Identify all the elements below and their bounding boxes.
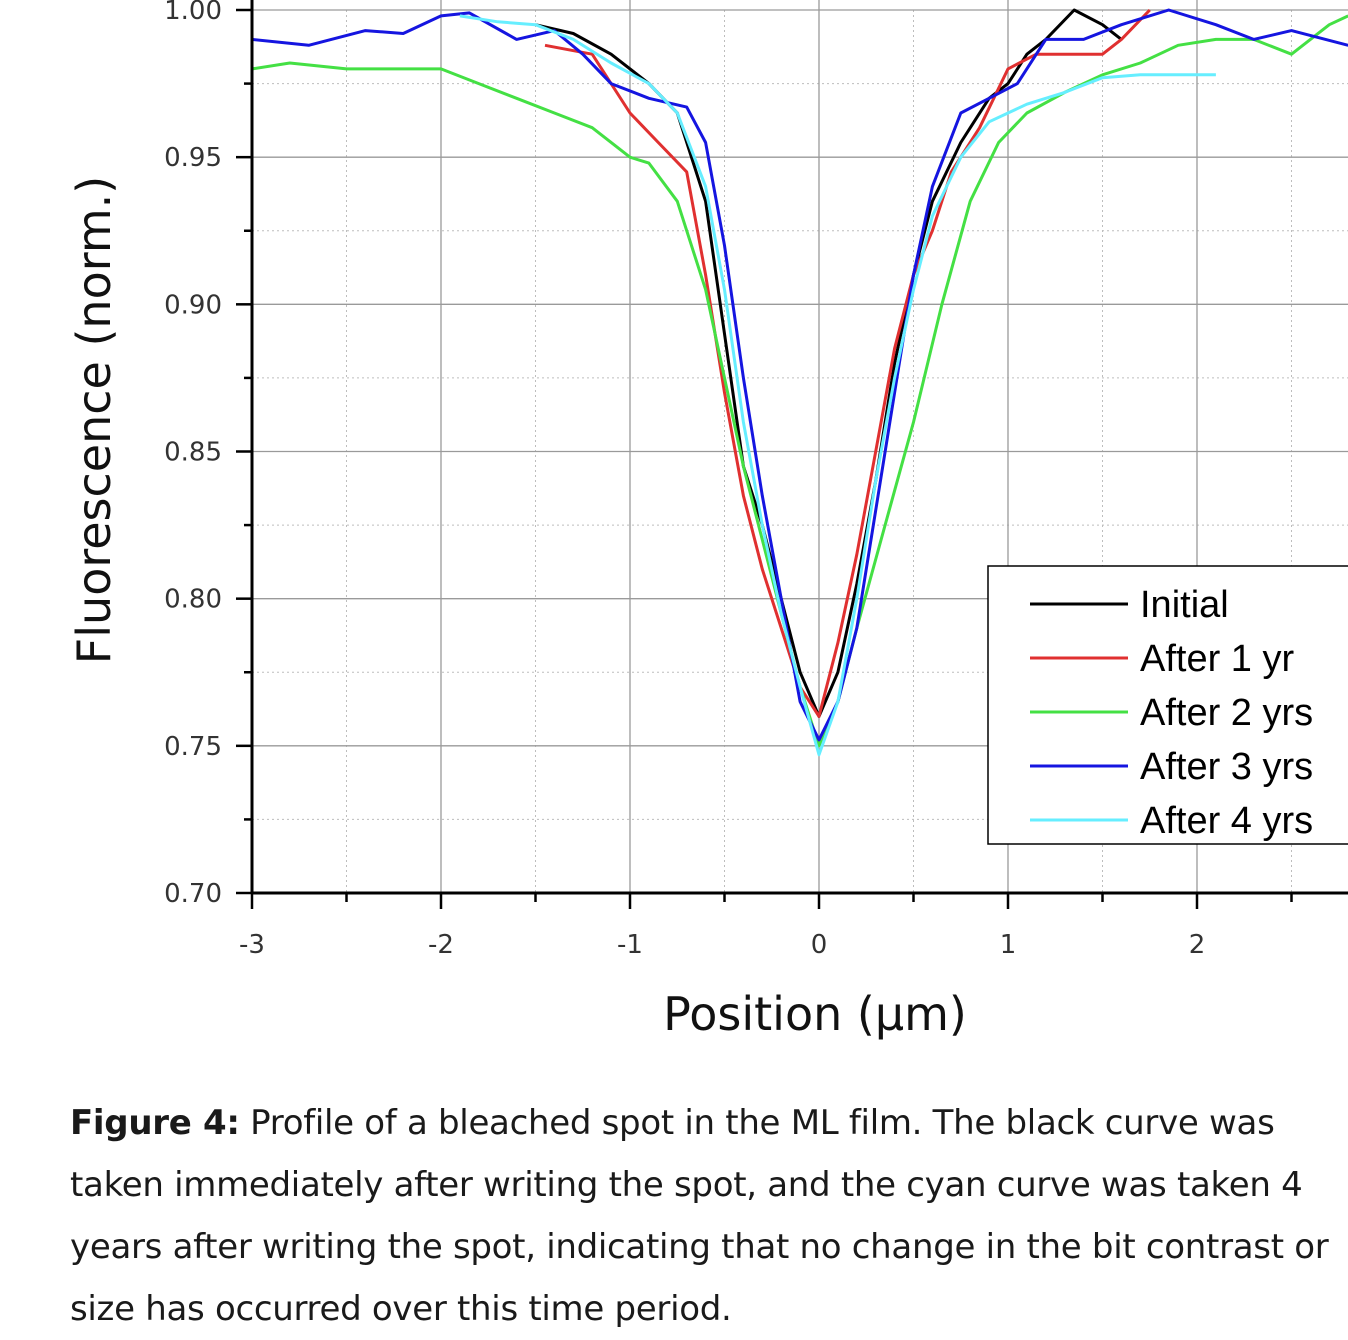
x-axis-title: Position (µm) bbox=[663, 987, 967, 1041]
y-tick-label: 0.90 bbox=[164, 290, 222, 320]
x-tick-label: 1 bbox=[1000, 930, 1017, 960]
figure-caption: Figure 4: Profile of a bleached spot in … bbox=[70, 1092, 1342, 1340]
x-tick-label: -3 bbox=[239, 930, 265, 960]
caption-lead: Figure 4: bbox=[70, 1103, 240, 1143]
legend-label-2: After 2 yrs bbox=[1140, 692, 1313, 734]
axes-layer: 0.70 0.75 0.80 0.85 0.90 0.95 1.00 -3 -2 -1 0 1 2 bbox=[164, 0, 1348, 960]
legend-label-0: Initial bbox=[1140, 584, 1229, 626]
x-tick-label: -1 bbox=[617, 930, 643, 960]
y-tick-label: 1.00 bbox=[164, 0, 222, 26]
series-layer bbox=[251, 8, 1348, 757]
y-tick-label: 0.80 bbox=[164, 585, 222, 615]
x-tick-label: 0 bbox=[811, 930, 828, 960]
x-tick-label: -2 bbox=[428, 930, 454, 960]
legend-label-3: After 3 yrs bbox=[1140, 746, 1313, 788]
y-tick-label: 0.75 bbox=[164, 732, 222, 762]
y-tick-label: 0.95 bbox=[164, 143, 222, 173]
caption-text: Profile of a bleached spot in the ML fil… bbox=[70, 1103, 1329, 1329]
fluorescence-chart: 0.70 0.75 0.80 0.85 0.90 0.95 1.00 -3 -2 -1 0 1 2 Fl… bbox=[67, 0, 1348, 1041]
legend: Initial After 1 yr After 2 yrs After 3 yrs A… bbox=[987, 565, 1348, 845]
y-axis-title: Fluorescence (norm.) bbox=[67, 176, 121, 664]
legend-box bbox=[987, 565, 1348, 845]
y-tick-label: 0.70 bbox=[164, 879, 222, 909]
legend-label-4: After 4 yrs bbox=[1140, 800, 1313, 842]
major-grid bbox=[252, 0, 1348, 894]
series-line-4 bbox=[459, 14, 1216, 757]
x-tick-label: 2 bbox=[1189, 930, 1206, 960]
y-tick-label: 0.85 bbox=[164, 438, 222, 468]
series-line-1 bbox=[544, 8, 1151, 718]
legend-label-1: After 1 yr bbox=[1140, 638, 1294, 680]
